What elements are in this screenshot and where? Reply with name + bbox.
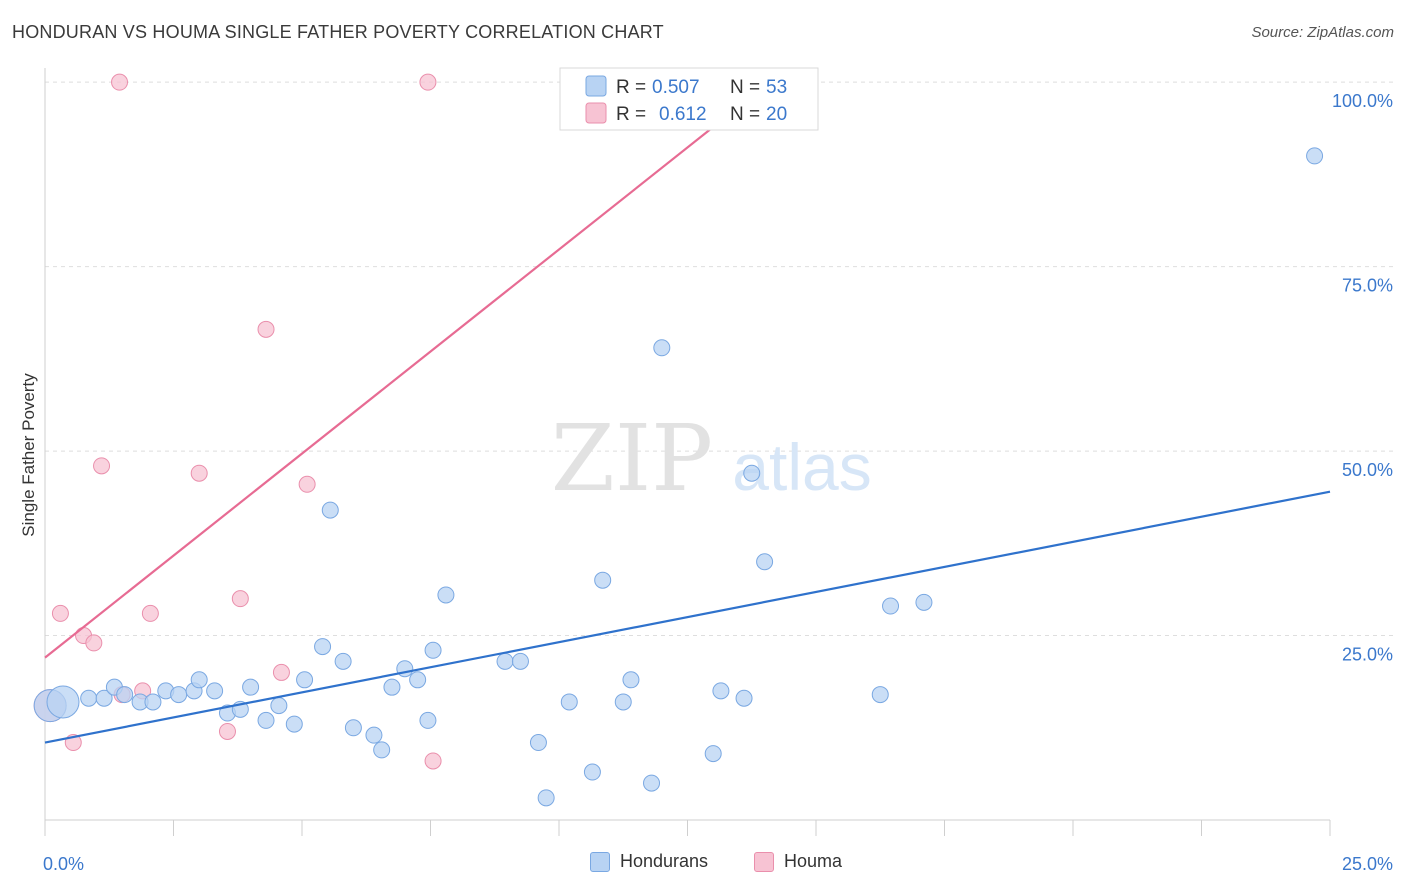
houma-point-4 [85, 634, 103, 652]
honduran-point-46 [743, 464, 761, 482]
houma-point-1 [51, 604, 69, 622]
honduran-point-37 [583, 763, 601, 781]
y-tick-label-0: 25.0% [1342, 645, 1393, 665]
honduran-point-24 [365, 726, 383, 744]
legend-item-hondurans[interactable]: Hondurans [590, 851, 708, 872]
x-tick-label-1: 25.0% [1342, 854, 1393, 874]
houma-trend-line [44, 81, 771, 659]
stats-r-value-1: 0.612 [659, 104, 707, 125]
houma-point-15 [298, 475, 316, 493]
honduran-point-36 [560, 693, 578, 711]
honduran-point-12 [206, 682, 224, 700]
honduran-point-1 [46, 685, 80, 719]
honduran-point-21 [321, 501, 339, 519]
honduran-point-44 [712, 682, 730, 700]
legend-swatch-hondurans [590, 851, 610, 872]
stats-r-label-0: R = [616, 77, 646, 98]
honduran-point-42 [653, 339, 671, 357]
stats-n-value-0: 53 [766, 77, 787, 98]
houma-point-6 [111, 73, 129, 91]
trend-lines [44, 81, 1331, 744]
honduran-point-2 [80, 689, 98, 707]
honduran-point-43 [704, 745, 722, 763]
honduran-point-19 [296, 671, 314, 689]
houma-point-12 [231, 590, 249, 608]
watermark: ZIP atlas [551, 405, 872, 512]
honduran-point-33 [511, 652, 529, 670]
stats-swatch-houma [585, 102, 607, 124]
honduran-point-49 [882, 597, 900, 615]
honduran-point-18 [285, 715, 303, 733]
honduran-point-22 [334, 652, 352, 670]
x-tick-label-0: 0.0% [43, 854, 84, 874]
honduran-point-7 [144, 693, 162, 711]
stats-n-label-1: N = [730, 104, 760, 125]
legend-label-hondurans: Hondurans [620, 851, 709, 871]
y-tick-label-2: 75.0% [1342, 276, 1393, 296]
honduran-point-25 [373, 741, 391, 759]
y-axis-label: Single Father Poverty [19, 373, 38, 537]
y-tick-label-1: 50.0% [1342, 460, 1393, 480]
stats-n-label-0: N = [730, 77, 760, 98]
legend-swatch-houma [754, 851, 774, 872]
grid-lines [45, 81, 1395, 637]
stats-n-value-1: 20 [766, 104, 787, 125]
honduran-point-3 [95, 689, 113, 707]
stats-swatch-hondurans [585, 75, 607, 97]
honduran-point-38 [594, 571, 612, 589]
honduran-point-23 [344, 719, 362, 737]
houma-point-14 [272, 663, 290, 681]
legend-item-houma[interactable]: Houma [754, 851, 842, 872]
honduran-point-31 [437, 586, 455, 604]
houma-point-5 [93, 457, 111, 475]
houma-points [33, 73, 442, 770]
tick-labels: 25.0% 50.0% 75.0% 100.0% 0.0% 25.0% [43, 91, 1393, 874]
source-credit: Source: ZipAtlas.com [1251, 24, 1394, 41]
houma-point-17 [424, 752, 442, 770]
honduran-point-20 [314, 638, 332, 656]
houma-point-9 [141, 604, 159, 622]
stats-r-value-0: 0.507 [652, 77, 700, 98]
legend-label-houma: Houma [784, 851, 843, 871]
honduran-point-45 [735, 689, 753, 707]
honduran-point-41 [643, 774, 661, 792]
y-tick-label-3: 100.0% [1332, 91, 1393, 111]
honduran-point-26 [383, 678, 401, 696]
honduran-point-50 [915, 593, 933, 611]
houma-point-16 [419, 73, 437, 91]
stats-r-label-1: R = [616, 104, 646, 125]
honduran-point-17 [270, 697, 288, 715]
honduran-point-39 [614, 693, 632, 711]
honduran-point-16 [257, 711, 275, 729]
houma-point-13 [257, 320, 275, 338]
honduran-point-47 [756, 553, 774, 571]
honduran-point-5 [116, 686, 134, 704]
honduran-point-35 [537, 789, 555, 807]
houma-point-11 [218, 722, 236, 740]
honduran-point-15 [242, 678, 260, 696]
honduran-point-40 [622, 671, 640, 689]
honduran-point-51 [1306, 147, 1324, 165]
honduran-point-30 [424, 641, 442, 659]
honduran-point-28 [409, 671, 427, 689]
series-legend: Hondurans Houma [0, 851, 1406, 879]
honduran-point-48 [871, 686, 889, 704]
honduran-point-9 [170, 686, 188, 704]
watermark-zip: ZIP [551, 405, 713, 512]
honduran-point-34 [529, 734, 547, 752]
stats-legend: R = 0.507 N = 53 R = 0.612 N = 20 [559, 67, 819, 131]
honduran-point-29 [419, 711, 437, 729]
hondurans-trend-line [44, 490, 1331, 744]
chart-title: HONDURAN VS HOUMA SINGLE FATHER POVERTY … [12, 22, 664, 42]
houma-point-10 [190, 464, 208, 482]
honduran-point-11 [190, 671, 208, 689]
honduran-point-32 [496, 652, 514, 670]
